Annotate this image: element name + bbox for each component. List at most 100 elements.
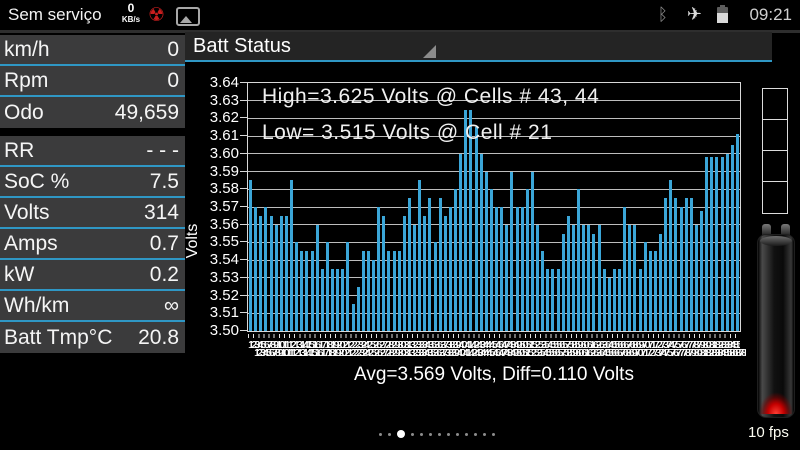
telemetry-row[interactable]: km/h 0	[0, 35, 185, 66]
gauge-segment	[763, 182, 787, 213]
voltage-bar	[366, 251, 370, 331]
voltage-bar	[290, 180, 293, 331]
voltage-bar	[351, 304, 355, 331]
y-tick-label: 3.54	[209, 251, 239, 269]
cell-voltage-chart[interactable]	[247, 82, 741, 332]
voltage-bar	[392, 251, 396, 331]
voltage-bar	[587, 224, 591, 331]
page-dot	[388, 432, 391, 436]
voltage-bar	[633, 224, 637, 331]
voltage-bar	[541, 251, 545, 331]
gauge-segment	[763, 151, 787, 182]
voltage-bar	[720, 157, 724, 331]
data-rate-indicator: 0 KB/s	[118, 2, 144, 25]
voltage-bar	[618, 269, 621, 331]
voltage-bar	[254, 207, 258, 331]
view-selector-label: Batt Status	[193, 35, 291, 57]
voltage-bar	[346, 242, 350, 331]
page-dot	[411, 432, 414, 436]
voltage-bar	[331, 269, 334, 331]
y-tick-mark	[240, 170, 247, 172]
telemetry-row[interactable]: Amps 0.7	[0, 229, 185, 260]
battery-terminal	[762, 224, 771, 236]
telemetry-label: Odo	[4, 100, 44, 124]
voltage-bar	[387, 251, 391, 331]
voltage-bar	[551, 269, 555, 331]
voltage-bar	[510, 171, 514, 331]
voltage-bar	[413, 224, 416, 331]
gridline	[248, 224, 740, 226]
y-tick-mark	[240, 241, 247, 243]
telemetry-value: - - -	[146, 138, 179, 162]
telemetry-row[interactable]: Rpm 0	[0, 66, 185, 97]
telemetry-row[interactable]: RR - - -	[0, 136, 185, 167]
voltage-bar	[448, 207, 452, 331]
data-rate-unit: KB/s	[121, 15, 141, 24]
battery-level-graphic	[757, 224, 795, 420]
voltage-bar	[571, 224, 575, 331]
telemetry-value: 0	[167, 37, 179, 61]
voltage-bar	[566, 215, 570, 331]
y-tick-mark	[240, 152, 247, 154]
telemetry-value: ∞	[164, 293, 179, 317]
voltage-bar	[530, 171, 534, 331]
telemetry-label: Volts	[4, 200, 50, 224]
y-tick-label: 3.59	[209, 162, 239, 180]
voltage-bar	[474, 127, 478, 331]
telemetry-value: 0.2	[149, 262, 179, 286]
voltage-bar	[602, 269, 606, 331]
telemetry-row[interactable]: kW 0.2	[0, 260, 185, 291]
y-tick-label: 3.53	[209, 268, 239, 286]
telemetry-panel: km/h 0 Rpm 0 Odo 49,659 RR - - - SoC % 7.5 Volts 31…	[0, 35, 185, 361]
telemetry-row[interactable]: Wh/km ∞	[0, 291, 185, 322]
voltage-bar	[454, 189, 457, 331]
gridline	[248, 206, 740, 208]
telemetry-label: Wh/km	[4, 293, 70, 317]
voltage-bar	[725, 153, 729, 331]
view-selector[interactable]: Batt Status	[185, 32, 772, 60]
page-indicator	[379, 429, 495, 439]
voltage-bar	[648, 251, 652, 331]
telemetry-row[interactable]: SoC % 7.5	[0, 167, 185, 198]
gallery-icon	[176, 7, 200, 26]
y-tick-label: 3.60	[209, 144, 239, 162]
header-underline	[185, 60, 772, 62]
voltage-bar	[730, 145, 734, 331]
page-dot	[438, 432, 441, 436]
telemetry-group: RR - - - SoC % 7.5 Volts 314 Amps 0.7 kW 0.2 Wh/km…	[0, 136, 185, 353]
battery-status-icon	[717, 5, 728, 23]
telemetry-value: 0	[167, 68, 179, 92]
page-dot	[447, 432, 450, 436]
voltage-bar	[561, 233, 565, 331]
voltage-bar	[315, 224, 319, 331]
telemetry-row[interactable]: Volts 314	[0, 198, 185, 229]
y-tick-mark	[240, 206, 247, 207]
gallery-mountain-shape	[180, 16, 192, 23]
voltage-bar	[705, 157, 709, 331]
voltage-bar	[643, 242, 647, 331]
telemetry-value: 7.5	[149, 169, 179, 193]
voltage-bar	[694, 224, 698, 331]
voltage-bar	[628, 224, 632, 331]
telemetry-label: SoC %	[4, 169, 70, 193]
carrier-label: Sem serviço	[8, 5, 102, 24]
avg-diff-caption: Avg=3.569 Volts, Diff=0.110 Volts	[354, 364, 634, 385]
telemetry-label: Amps	[4, 231, 58, 255]
gridline	[248, 100, 740, 102]
voltage-bar	[407, 198, 411, 331]
voltage-bar	[674, 198, 678, 331]
telemetry-value: 49,659	[114, 100, 179, 124]
voltage-bar	[341, 269, 345, 331]
y-tick-label: 3.64	[209, 74, 239, 91]
bluetooth-icon: ᛒ	[657, 5, 668, 25]
voltage-bar	[464, 109, 468, 331]
voltage-bar	[735, 134, 739, 331]
voltage-bar	[269, 215, 273, 331]
fps-counter: 10 fps	[748, 424, 789, 441]
segment-gauge	[762, 88, 788, 214]
battery-body	[757, 234, 795, 418]
telemetry-row[interactable]: Batt Tmp°C 20.8	[0, 322, 185, 353]
gridline	[248, 135, 740, 137]
voltage-bar	[679, 207, 683, 331]
telemetry-row[interactable]: Odo 49,659	[0, 97, 185, 128]
